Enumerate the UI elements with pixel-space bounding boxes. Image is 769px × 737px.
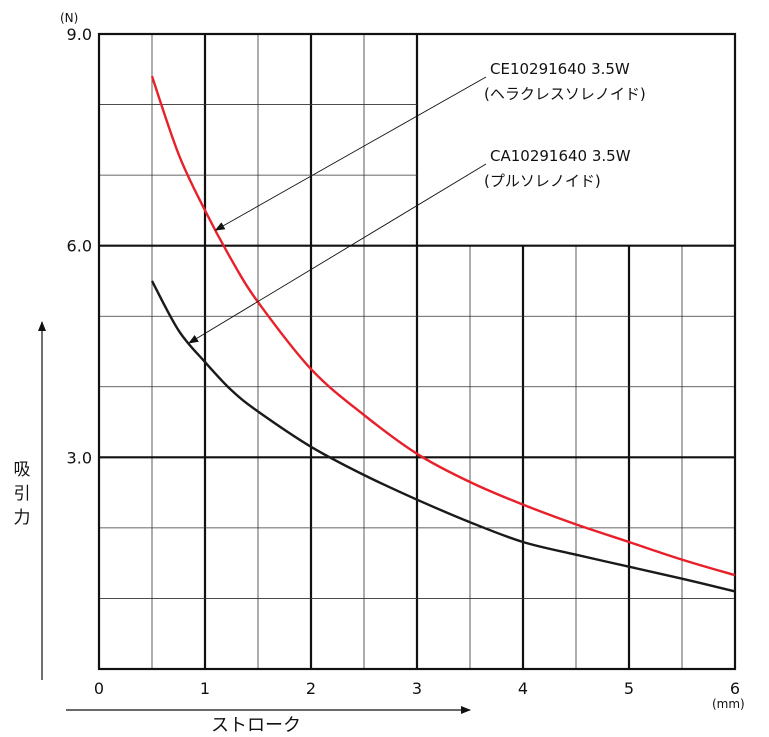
series-group bbox=[150, 75, 736, 593]
y-unit-label: (N) bbox=[60, 11, 78, 25]
x-tick-label: 0 bbox=[94, 679, 104, 698]
annotations: CE10291640 3.5W (ヘラクレスソレノイド) CA10291640 3.… bbox=[188, 60, 646, 344]
legend-label: CE10291640 3.5W bbox=[490, 60, 630, 78]
legend-label: CA10291640 3.5W bbox=[490, 147, 631, 165]
y-tick-label: 9.0 bbox=[67, 25, 92, 44]
x-tick-label: 5 bbox=[624, 679, 634, 698]
x-tick-label: 2 bbox=[306, 679, 316, 698]
x-tick-label: 6 bbox=[730, 679, 740, 698]
y-axis-label-char: 吸 bbox=[14, 460, 31, 480]
legend-sublabel: (プルソレノイド) bbox=[484, 172, 601, 190]
x-tick-label: 3 bbox=[412, 679, 422, 698]
series-line-ce10291640 bbox=[150, 75, 736, 577]
y-tick-label: 6.0 bbox=[67, 237, 92, 256]
series-line-ca10291640 bbox=[150, 280, 736, 593]
plot-border bbox=[97, 32, 737, 671]
y-tick-label: 3.0 bbox=[67, 448, 92, 467]
x-unit-label: (mm) bbox=[712, 697, 745, 711]
y-axis-label-char: 力 bbox=[14, 508, 31, 528]
legend-pointer bbox=[214, 76, 487, 231]
x-axis-label: ストローク bbox=[211, 715, 301, 736]
legend-entry-ce10291640: CE10291640 3.5W (ヘラクレスソレノイド) bbox=[214, 60, 646, 231]
x-tick-label: 4 bbox=[518, 679, 528, 698]
x-tick-label: 1 bbox=[200, 679, 210, 698]
y-axis-label-char: 引 bbox=[14, 484, 31, 504]
grid bbox=[99, 34, 735, 669]
plot-frame bbox=[97, 32, 737, 671]
legend-sublabel: (ヘラクレスソレノイド) bbox=[484, 85, 646, 103]
legend-pointer bbox=[188, 163, 487, 344]
legend-entry-ca10291640: CA10291640 3.5W (プルソレノイド) bbox=[188, 147, 631, 344]
